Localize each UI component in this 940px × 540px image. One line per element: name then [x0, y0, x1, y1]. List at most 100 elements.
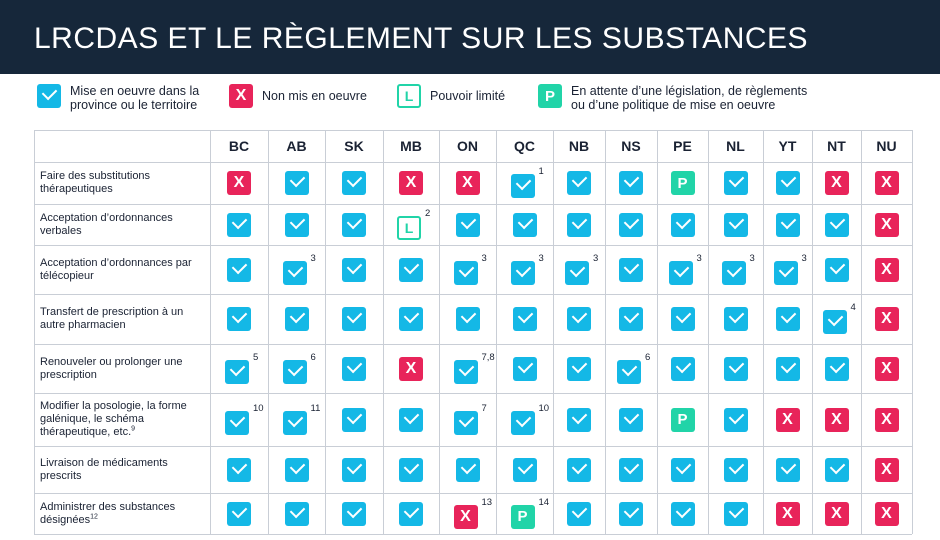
table-cell [342, 501, 366, 526]
table-cell [342, 212, 366, 237]
check-icon [723, 171, 748, 195]
x-icon: X [874, 171, 899, 195]
check-icon [510, 410, 535, 435]
check-icon [399, 307, 423, 331]
check-icon [455, 307, 480, 331]
table-cell: X [775, 407, 800, 432]
table-cell [670, 212, 695, 237]
table-cell [723, 171, 748, 195]
table-cell [342, 356, 366, 381]
table-cell [284, 501, 309, 526]
table-cell [282, 410, 307, 435]
table-cell [512, 307, 537, 331]
grid-line [439, 130, 440, 534]
x-icon: X [874, 457, 899, 482]
check-icon [227, 457, 251, 482]
table-cell [567, 501, 591, 526]
check-icon [775, 171, 800, 195]
row-label: Livraison de médicaments prescrits [40, 446, 205, 493]
check-icon [721, 260, 746, 285]
table-cell [567, 307, 591, 331]
check-icon [399, 407, 423, 432]
table-cell: P [670, 171, 695, 195]
table-cell [282, 260, 307, 285]
table-cell: X [874, 457, 899, 482]
check-icon [567, 356, 591, 381]
check-icon [824, 457, 849, 482]
table-cell [455, 307, 480, 331]
check-icon [227, 257, 251, 282]
row-label-text: Acceptation d’ordonnances par télécopieu… [40, 256, 192, 282]
grid-line [708, 130, 709, 534]
table-cell [824, 212, 849, 237]
column-header-nu: NU [876, 138, 897, 154]
check-icon [824, 212, 849, 237]
footnote-ref: 11 [310, 402, 321, 414]
footnote-ref: 6 [310, 351, 316, 363]
check-icon [342, 501, 366, 526]
x-icon: X [229, 84, 253, 108]
footnote-ref: 13 [481, 496, 493, 508]
footnote-ref: 14 [538, 496, 550, 508]
check-icon [227, 307, 251, 331]
check-icon [453, 260, 478, 285]
table-cell [227, 501, 251, 526]
check-icon [342, 356, 366, 381]
table-cell: X [874, 212, 899, 237]
row-label-text: Transfert de prescription à un autre pha… [40, 306, 184, 331]
legend-label: Mise en oeuvre dans la province ou le te… [70, 84, 200, 112]
table-cell [567, 171, 591, 195]
table-cell [822, 310, 847, 334]
check-icon [565, 260, 589, 285]
column-header-qc: QC [514, 138, 535, 154]
check-icon [824, 257, 849, 282]
table-cell [512, 212, 537, 237]
table-cell: X [874, 407, 899, 432]
row-label: Modifier la posologie, la forme galéniqu… [40, 393, 205, 446]
table-cell: X [399, 171, 423, 195]
table-cell [723, 212, 748, 237]
table-cell [619, 501, 643, 526]
check-icon [284, 212, 309, 237]
grid-line [553, 130, 554, 534]
footnote-ref: 7,8 [481, 351, 495, 363]
table-cell [455, 457, 480, 482]
check-icon [342, 171, 366, 195]
table-cell [670, 457, 695, 482]
table-cell [453, 410, 478, 435]
table-cell [723, 407, 748, 432]
table-cell [824, 356, 849, 381]
check-icon [567, 171, 591, 195]
column-header-bc: BC [228, 138, 250, 154]
table-cell [284, 307, 309, 331]
row-label: Renouveler ou prolonger une prescription [40, 344, 205, 393]
column-header-nb: NB [568, 138, 590, 154]
table-cell [723, 501, 748, 526]
check-icon [824, 356, 849, 381]
check-icon [342, 457, 366, 482]
table-cell [567, 407, 591, 432]
check-icon [567, 212, 591, 237]
check-icon [619, 501, 643, 526]
check-icon [775, 356, 800, 381]
check-icon [619, 457, 643, 482]
table-cell [617, 359, 641, 384]
column-header-yt: YT [778, 138, 797, 154]
table-cell [824, 257, 849, 282]
grid-line [34, 393, 912, 394]
check-icon [282, 260, 307, 285]
x-icon: X [399, 356, 423, 381]
grid-line [34, 130, 912, 131]
table-cell [399, 501, 423, 526]
check-icon [670, 457, 695, 482]
check-icon [227, 501, 251, 526]
check-icon [567, 407, 591, 432]
table-cell [399, 307, 423, 331]
column-header-ab: AB [286, 138, 307, 154]
table-cell [775, 307, 800, 331]
table-cell [399, 457, 423, 482]
row-label-text: Livraison de médicaments prescrits [40, 456, 168, 482]
check-icon [670, 307, 695, 331]
check-icon [567, 501, 591, 526]
table-cell: X [824, 407, 849, 432]
